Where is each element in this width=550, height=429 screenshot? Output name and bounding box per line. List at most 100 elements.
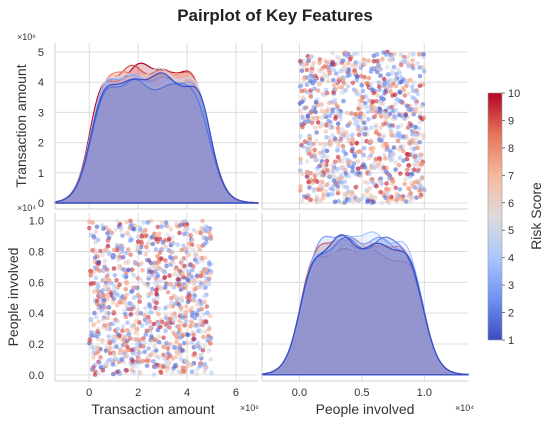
scatter-point	[385, 198, 390, 204]
scatter-point	[298, 58, 303, 64]
scatter-point	[139, 239, 144, 245]
scatter-point	[398, 52, 404, 57]
scatter-point	[153, 236, 159, 242]
scatter-point	[346, 163, 352, 169]
scatter-point	[147, 302, 152, 307]
scatter-point	[330, 169, 336, 174]
scatter-point	[196, 300, 201, 306]
scatter-point	[193, 279, 198, 285]
scatter-point	[304, 67, 310, 73]
scatter-point	[303, 119, 308, 125]
scatter-point	[158, 370, 164, 375]
kde-people-involved	[261, 231, 469, 376]
scatter-point	[308, 94, 314, 99]
scatter-point	[321, 141, 327, 147]
scatter-point	[378, 80, 384, 86]
scatter-point	[170, 241, 176, 246]
scatter-point	[170, 369, 175, 375]
scatter-point	[331, 90, 336, 95]
scatter-point	[128, 336, 133, 341]
scatter-point	[120, 328, 125, 334]
scatter-point	[299, 198, 305, 203]
scatter-point	[184, 283, 189, 288]
axis-spines	[54, 43, 468, 382]
scatter-point	[350, 169, 355, 174]
scatter-point	[91, 234, 96, 239]
scatter-point	[202, 285, 207, 291]
scatter-point	[310, 115, 316, 121]
scatter-point	[380, 200, 385, 206]
scatter-point	[183, 246, 189, 251]
scatter-point	[376, 137, 382, 143]
scatter-point	[135, 358, 141, 364]
scatter-point	[108, 357, 113, 362]
scatter-point	[421, 188, 427, 193]
scatter-point	[131, 226, 137, 232]
scatter-point	[106, 334, 112, 339]
scatter-point	[151, 359, 156, 364]
scatter-point	[178, 335, 183, 341]
scatter-point	[373, 130, 379, 135]
scatter-point	[152, 344, 157, 349]
scatter-point	[408, 190, 413, 196]
scatter-point	[368, 81, 374, 87]
scatter-point	[99, 337, 105, 343]
scatter-point	[88, 281, 94, 287]
scatter-point	[392, 92, 398, 97]
ytick-label-amount: 0	[38, 198, 44, 210]
scatter-point	[155, 273, 161, 279]
kde-transaction-amount	[54, 62, 259, 204]
scatter-point	[307, 185, 312, 190]
scatter-point	[112, 293, 118, 299]
scatter-point	[388, 157, 394, 163]
scatter-point	[141, 339, 147, 345]
scatter-point	[298, 169, 303, 175]
scatter-point	[352, 68, 358, 73]
scatter-point	[358, 65, 364, 71]
scatter-point	[300, 95, 306, 101]
scatter-point	[122, 311, 128, 317]
scatter-point	[161, 344, 166, 350]
scatter-point	[87, 338, 93, 344]
scatter-point	[175, 242, 180, 247]
scatter-people-vs-amount	[297, 49, 427, 206]
scatter-point	[346, 67, 352, 72]
scatter-point	[161, 352, 166, 358]
scatter-point	[177, 268, 182, 274]
scatter-point	[106, 277, 111, 283]
scatter-point	[155, 327, 161, 333]
scatter-point	[402, 93, 408, 98]
scatter-point	[146, 269, 152, 275]
scatter-point	[161, 364, 166, 370]
scatter-point	[95, 306, 101, 311]
ytick-label-amount: 2	[38, 138, 44, 150]
scatter-point	[339, 90, 345, 95]
scatter-point	[378, 125, 384, 130]
scatter-point	[156, 231, 162, 237]
scatter-point	[96, 283, 101, 289]
scatter-point	[378, 66, 384, 72]
scatter-point	[120, 254, 126, 260]
scatter-point	[143, 252, 148, 257]
scatter-point	[151, 264, 156, 270]
scatter-point	[144, 321, 150, 326]
scatter-point	[146, 273, 151, 279]
scatter-point	[189, 340, 195, 345]
scatter-point	[415, 61, 420, 66]
scatter-point	[320, 149, 326, 155]
scatter-point	[392, 77, 397, 82]
scatter-point	[173, 267, 179, 272]
scatter-point	[142, 281, 147, 287]
scatter-point	[95, 301, 100, 307]
scatter-point	[414, 132, 420, 137]
scatter-point	[421, 51, 426, 57]
scatter-point	[133, 318, 139, 324]
scatter-point	[117, 282, 122, 288]
scatter-point	[358, 149, 364, 155]
scatter-point	[163, 244, 169, 250]
scatter-point	[115, 218, 120, 224]
colorbar-tick-label: 5	[508, 225, 514, 237]
scatter-point	[335, 126, 341, 131]
scatter-point	[340, 58, 346, 64]
scatter-point	[189, 319, 194, 324]
